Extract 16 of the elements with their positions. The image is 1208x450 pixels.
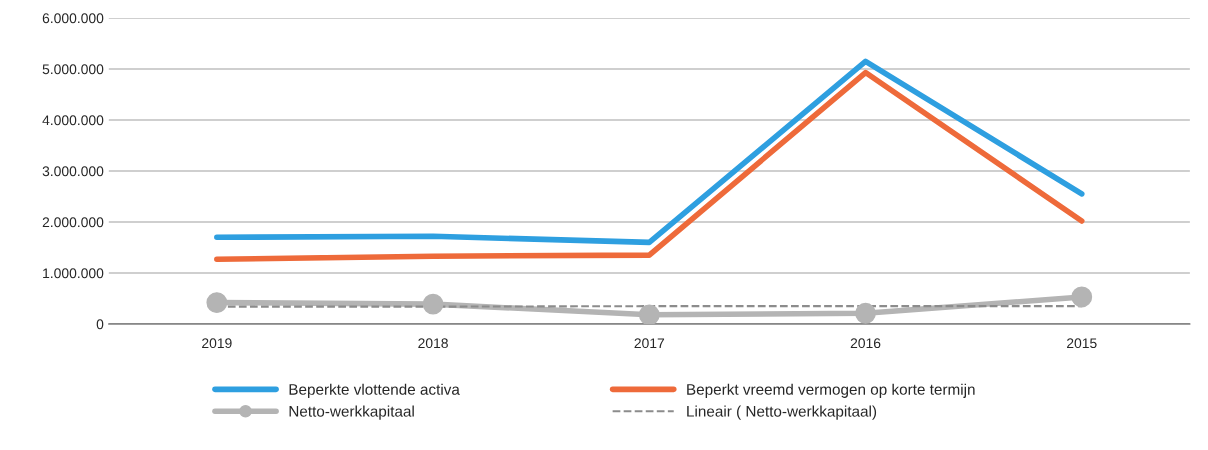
x-tick-label: 2017 bbox=[634, 338, 665, 349]
legend-label: Beperkte vlottende activa bbox=[289, 383, 460, 398]
x-tick-label: 2015 bbox=[1067, 338, 1097, 349]
x-tick-label: 2016 bbox=[850, 338, 881, 349]
y-tick-label: 3.000.000 bbox=[42, 166, 104, 177]
y-tick-label: 5.000.000 bbox=[42, 64, 104, 75]
y-tick-label: 1.000.000 bbox=[43, 268, 104, 279]
x-tick-label: 2018 bbox=[418, 338, 448, 349]
legend-label: Beperkt vreemd vermogen op korte termijn bbox=[687, 383, 975, 398]
x-tick-label: 2019 bbox=[202, 338, 232, 349]
legend-label: Lineair ( Netto-werkkapitaal) bbox=[687, 405, 877, 420]
y-tick-label: 6.000.000 bbox=[42, 13, 104, 24]
legend-label: Netto-werkkapitaal bbox=[289, 405, 414, 420]
y-tick-label: 4.000.000 bbox=[42, 115, 104, 126]
y-tick-label: 2.000.000 bbox=[42, 217, 104, 228]
y-tick-label: 0 bbox=[96, 319, 104, 330]
